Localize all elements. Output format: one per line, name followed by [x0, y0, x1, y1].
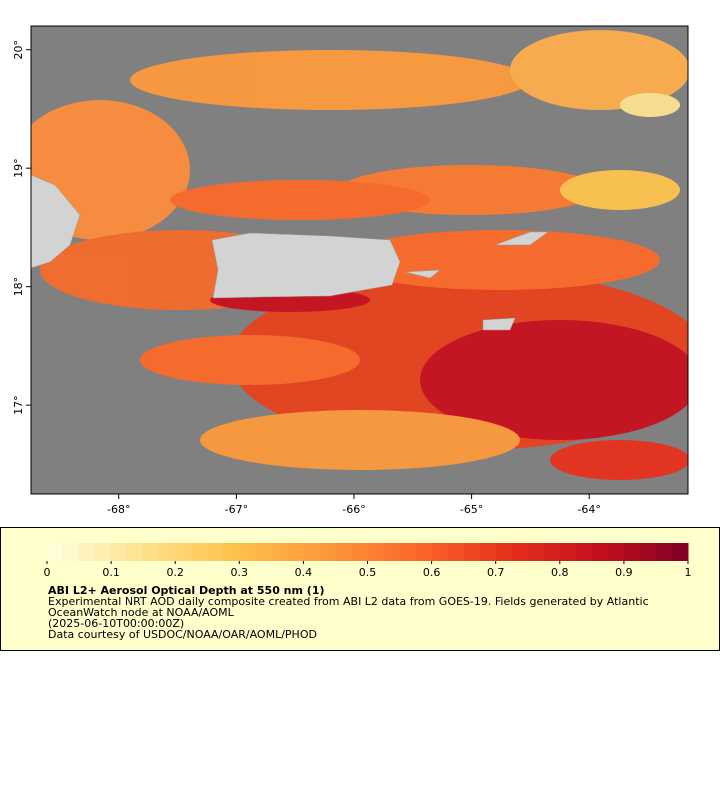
colorbar-tick-label: 0.4: [295, 566, 313, 579]
colorbar-segment: [607, 543, 625, 561]
colorbar-segment: [223, 543, 240, 561]
colorbar-segment: [127, 543, 144, 561]
colorbar-segment: [415, 543, 433, 561]
colorbar-segment: [527, 543, 545, 561]
colorbar-segment: [479, 543, 497, 561]
colorbar-tick-label: 0.9: [615, 566, 633, 579]
colorbar-segment: [335, 543, 352, 561]
colorbar-segment: [367, 543, 385, 561]
colorbar-segment: [639, 543, 657, 561]
colorbar-segment: [271, 543, 288, 561]
colorbar-segment: [111, 543, 128, 561]
legend-line: Data courtesy of USDOC/NOAA/OAR/AOML/PHO…: [48, 628, 317, 641]
colorbar-segment: [319, 543, 336, 561]
colorbar-segment: [239, 543, 256, 561]
y-tick-label: 17°: [12, 395, 25, 415]
colorbar-tick-label: 0: [44, 566, 51, 579]
colorbar-segment: [447, 543, 465, 561]
colorbar-segment: [623, 543, 641, 561]
colorbar-segment: [159, 543, 176, 561]
colorbar-segment: [655, 543, 673, 561]
x-tick-label: -65°: [460, 503, 483, 516]
legend-title: ABI L2+ Aerosol Optical Depth at 550 nm …: [48, 584, 325, 597]
colorbar-segment: [207, 543, 224, 561]
colorbar-segment: [671, 543, 689, 561]
colorbar-segment: [495, 543, 513, 561]
x-tick-label: -64°: [577, 503, 600, 516]
colorbar-segment: [63, 543, 80, 561]
axes: -68° -67° -66° -65° -64° 17° 18° 19° 20°: [12, 40, 601, 516]
colorbar-tick-label: 0.6: [423, 566, 441, 579]
colorbar-segment: [383, 543, 401, 561]
y-tick-label: 19°: [12, 158, 25, 178]
colorbar-segment: [399, 543, 417, 561]
legend-line: Experimental NRT AOD daily composite cre…: [48, 595, 649, 608]
colorbar-segment: [463, 543, 481, 561]
map-frame: [30, 25, 689, 495]
colorbar-segment: [351, 543, 368, 561]
legend-line: (2025-06-10T00:00:00Z): [48, 617, 184, 630]
colorbar-segment: [575, 543, 593, 561]
colorbar-segment: [143, 543, 160, 561]
colorbar-segment: [255, 543, 272, 561]
colorbar-tick-label: 0.3: [231, 566, 249, 579]
colorbar-segment: [95, 543, 112, 561]
x-tick-label: -66°: [342, 503, 365, 516]
y-tick-label: 18°: [12, 277, 25, 297]
colorbar-segment: [511, 543, 529, 561]
colorbar: 0 0.1 0.2 0.3 0.4 0.5 0.6 0.7 0.8 0.9 1: [44, 543, 692, 579]
colorbar-segment: [543, 543, 561, 561]
colorbar-tick-label: 0.5: [359, 566, 377, 579]
x-tick-label: -67°: [225, 503, 248, 516]
map-area: [31, 26, 688, 494]
colorbar-segment: [175, 543, 192, 561]
colorbar-tick-label: 0.7: [487, 566, 505, 579]
colorbar-segment: [559, 543, 577, 561]
colorbar-segment: [303, 543, 320, 561]
colorbar-tick-label: 0.1: [102, 566, 120, 579]
colorbar-tick-label: 0.2: [166, 566, 184, 579]
colorbar-segment: [431, 543, 449, 561]
colorbar-segment: [47, 543, 64, 561]
colorbar-segment: [591, 543, 609, 561]
y-tick-label: 20°: [12, 40, 25, 60]
colorbar-segment: [287, 543, 304, 561]
land: [31, 174, 549, 331]
colorbar-tick-label: 1: [685, 566, 692, 579]
x-tick-label: -68°: [107, 503, 130, 516]
legend-line: OceanWatch node at NOAA/AOML: [48, 606, 235, 619]
colorbar-tick-label: 0.8: [551, 566, 569, 579]
colorbar-segment: [191, 543, 208, 561]
colorbar-segment: [79, 543, 96, 561]
